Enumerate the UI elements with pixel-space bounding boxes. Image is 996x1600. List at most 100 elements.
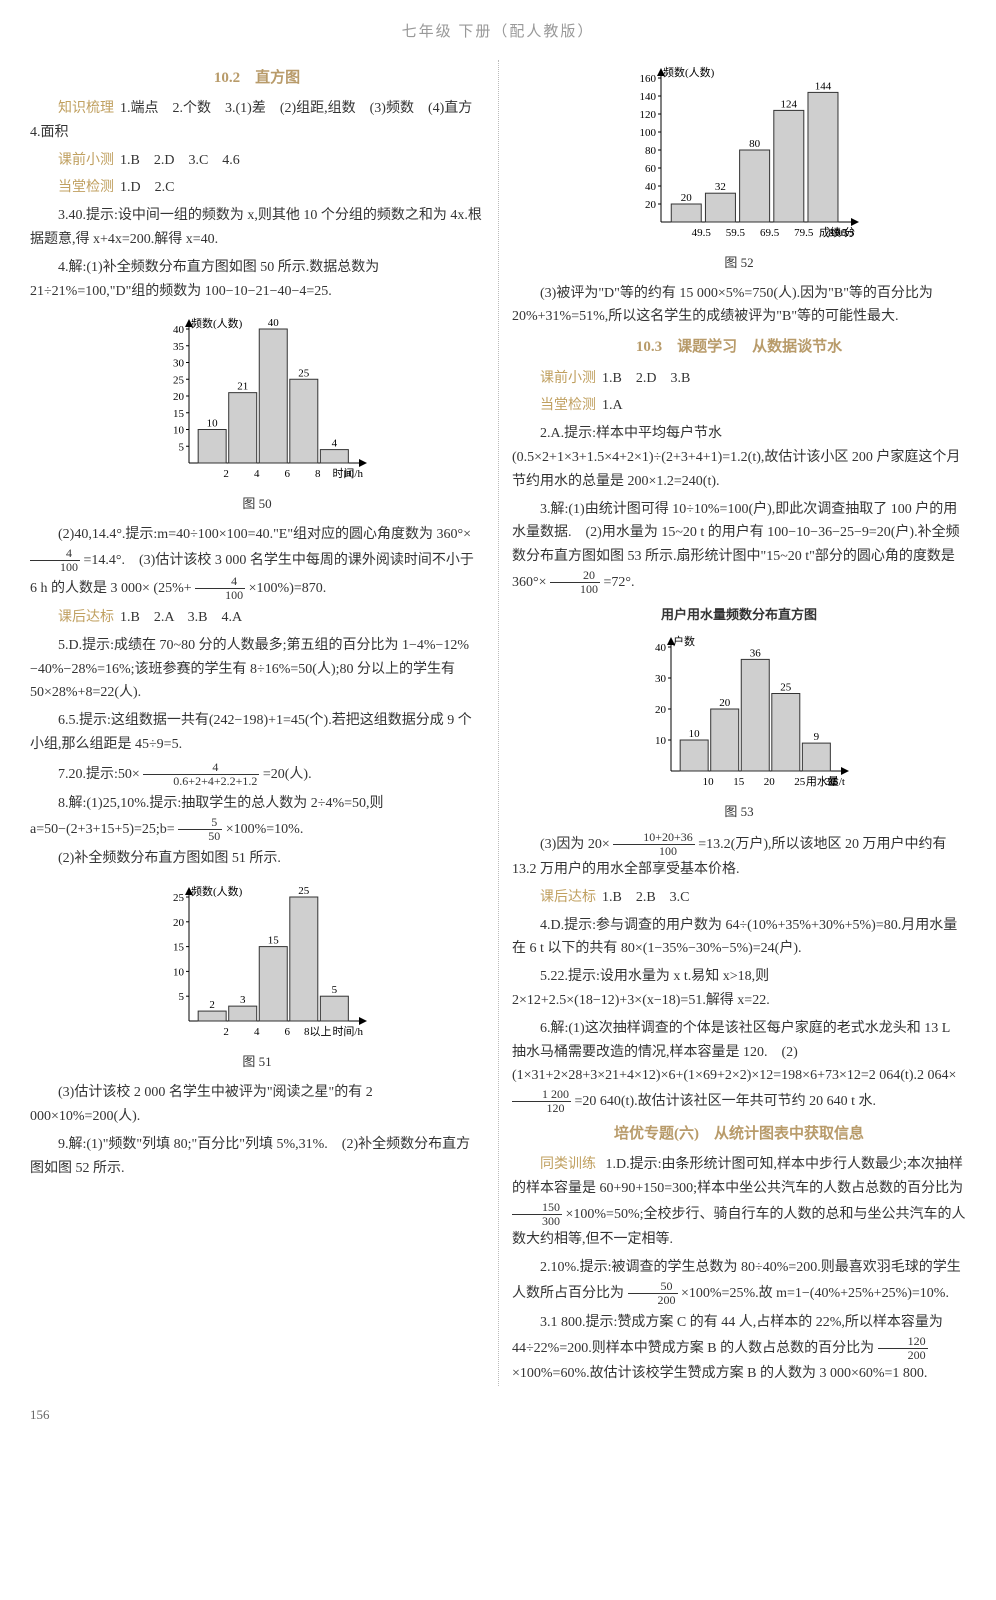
knowledge-review: 知识梳理1.端点 2.个数 3.(1)差 (2)组距,组数 (3)频数 (4)直… <box>30 97 484 145</box>
svg-text:25: 25 <box>298 885 310 897</box>
svg-text:9: 9 <box>814 731 820 743</box>
r-q3b-t1: (3)因为 20× <box>540 837 610 852</box>
q9-cont: (3)被评为"D"等的约有 15 000×5%=750(人).因为"B"等的百分… <box>512 282 966 330</box>
q8a-t2: ×100%=10%. <box>226 822 304 837</box>
tl-q1-frac: 150300 <box>512 1201 562 1228</box>
q4b-paren: (25%+ <box>153 581 191 596</box>
svg-text:69.5: 69.5 <box>760 227 780 239</box>
tl-q2: 2.10%.提示:被调查的学生总数为 80÷40%=200.则最喜欢羽毛球的学生… <box>512 1256 966 1307</box>
svg-text:40: 40 <box>655 642 667 654</box>
svg-text:25: 25 <box>794 776 806 788</box>
svg-text:用水量/t: 用水量/t <box>806 775 845 788</box>
svg-text:40: 40 <box>645 181 657 193</box>
svg-text:5: 5 <box>332 984 338 996</box>
r-q3a: 3.解:(1)由统计图可得 10÷10%=100(户),即此次调查抽取了 100… <box>512 498 966 597</box>
tl-q2-t2: ×100%=25%.故 m=1−(40%+25%+25%)=10%. <box>681 1286 949 1301</box>
svg-text:频数(人数): 频数(人数) <box>663 65 715 79</box>
kq-label: 课前小测 <box>58 153 114 168</box>
svg-text:4: 4 <box>254 468 260 480</box>
r-q6-frac: 1 200120 <box>512 1088 571 1115</box>
q4b-t3: ×100%)=870. <box>249 581 327 596</box>
svg-text:36: 36 <box>750 647 762 659</box>
svg-text:2: 2 <box>223 1026 229 1038</box>
svg-text:59.5: 59.5 <box>726 227 746 239</box>
svg-text:40: 40 <box>268 317 280 329</box>
chart-50-caption: 图 50 <box>30 493 484 515</box>
svg-text:15: 15 <box>173 408 185 420</box>
svg-text:10: 10 <box>655 735 667 747</box>
afterclass: 课后达标 1.B 2.A 3.B 4.A <box>30 606 484 630</box>
chart-51: 51015202523152552468以上频数(人数)时间/h 图 51 <box>30 879 484 1073</box>
svg-text:10: 10 <box>703 776 715 788</box>
svg-text:10: 10 <box>207 418 219 430</box>
svg-text:100: 100 <box>640 127 657 139</box>
svg-text:25: 25 <box>780 681 792 693</box>
q3: 3.40.提示:设中间一组的频数为 x,则其他 10 个分组的频数之和为 4x.… <box>30 204 484 252</box>
svg-text:40: 40 <box>173 324 185 336</box>
svg-text:频数(人数): 频数(人数) <box>191 884 243 898</box>
q7: 7.20.提示:50× 40.6+2+4+2.2+1.2 =20(人). <box>30 761 484 788</box>
r-preclass: 课前小测1.B 2.D 3.B <box>512 367 966 391</box>
svg-text:6: 6 <box>285 1026 291 1038</box>
svg-text:时间/h: 时间/h <box>332 467 363 480</box>
chart-53-title: 用户用水量频数分布直方图 <box>512 604 966 626</box>
svg-text:15: 15 <box>733 776 745 788</box>
q8b: (2)补全频数分布直方图如图 51 所示. <box>30 847 484 871</box>
svg-text:144: 144 <box>815 80 832 92</box>
chart-52-caption: 图 52 <box>512 252 966 274</box>
r-q3a-t2: =72°. <box>604 575 635 590</box>
kh-label: 课后达标 <box>58 610 114 625</box>
r-dt-text: 1.A <box>602 398 623 413</box>
svg-text:30: 30 <box>655 673 667 685</box>
svg-text:60: 60 <box>645 163 657 175</box>
chart-52: 2040608010012014016020328012414449.559.5… <box>512 60 966 274</box>
q7-frac: 40.6+2+4+2.2+1.2 <box>143 761 259 788</box>
tl-q3-frac: 120200 <box>878 1335 928 1362</box>
chart-53-caption: 图 53 <box>512 801 966 823</box>
r-kh-text: 1.B 2.B 3.C <box>602 890 690 905</box>
svg-text:80: 80 <box>645 145 657 157</box>
q9a: 9.解:(1)"频数"列填 80;"百分比"列填 5%,31%. (2)补全频数… <box>30 1133 484 1181</box>
kh-text: 1.B 2.A 3.B 4.A <box>120 610 242 625</box>
r-inclass: 当堂检测1.A <box>512 394 966 418</box>
q8a: 8.解:(1)25,10%.提示:抽取学生的总人数为 2÷4%=50,则 a=5… <box>30 792 484 843</box>
svg-text:15: 15 <box>268 935 280 947</box>
svg-text:79.5: 79.5 <box>794 227 814 239</box>
svg-text:20: 20 <box>173 917 185 929</box>
r-q6-t2: =20 640(t).故估计该社区一年共可节约 20 640 t 水. <box>575 1094 877 1109</box>
svg-text:30: 30 <box>173 358 185 370</box>
chart-51-caption: 图 51 <box>30 1051 484 1073</box>
r-afterclass: 课后达标1.B 2.B 3.C <box>512 886 966 910</box>
r-q6: 6.解:(1)这次抽样调查的个体是该社区每户家庭的老式水龙头和 13 L 抽水马… <box>512 1017 966 1116</box>
kq-text: 1.B 2.D 3.C 4.6 <box>120 153 240 168</box>
svg-text:160: 160 <box>640 73 657 85</box>
tl-q2-frac: 50200 <box>628 1280 678 1307</box>
svg-text:时间/h: 时间/h <box>332 1025 363 1038</box>
svg-text:4: 4 <box>332 438 338 450</box>
svg-text:140: 140 <box>640 91 657 103</box>
tl-q1: 同类训练 1.D.提示:由条形统计图可知,样本中步行人数最少;本次抽样的样本容量… <box>512 1153 966 1252</box>
svg-text:49.5: 49.5 <box>692 227 712 239</box>
r-q2: 2.A.提示:样本中平均每户节水(0.5×2+1×3+1.5×4+2×1)÷(2… <box>512 422 966 493</box>
r-q3b: (3)因为 20× 10+20+36100 =13.2(万户),所以该地区 20… <box>512 831 966 882</box>
svg-text:8: 8 <box>315 468 321 480</box>
page-number: 156 <box>30 1404 966 1426</box>
svg-text:20: 20 <box>173 391 185 403</box>
section-10-3-title: 10.3 课题学习 从数据谈节水 <box>512 335 966 361</box>
svg-text:3: 3 <box>240 994 246 1006</box>
svg-text:2: 2 <box>223 468 229 480</box>
svg-text:2: 2 <box>209 999 215 1011</box>
svg-text:25: 25 <box>173 375 185 387</box>
r-kq-text: 1.B 2.D 3.B <box>602 371 690 386</box>
r-q5: 5.22.提示:设用水量为 x t.易知 x>18,则 2×12+2.5×(18… <box>512 965 966 1013</box>
svg-text:10: 10 <box>689 728 701 740</box>
q8c: (3)估计该校 2 000 名学生中被评为"阅读之星"的有 2 000×10%=… <box>30 1081 484 1129</box>
q5: 5.D.提示:成绩在 70~80 分的人数最多;第五组的百分比为 1−4%−12… <box>30 634 484 705</box>
q6: 6.5.提示:这组数据一共有(242−198)+1=45(个).若把这组数据分成… <box>30 709 484 757</box>
frac-4-100b: 4100 <box>195 575 245 602</box>
svg-text:35: 35 <box>173 341 185 353</box>
svg-text:21: 21 <box>237 381 248 393</box>
svg-text:120: 120 <box>640 109 657 121</box>
content-columns: 10.2 直方图 知识梳理1.端点 2.个数 3.(1)差 (2)组距,组数 (… <box>30 60 966 1386</box>
tl-label: 同类训练 <box>540 1157 596 1172</box>
